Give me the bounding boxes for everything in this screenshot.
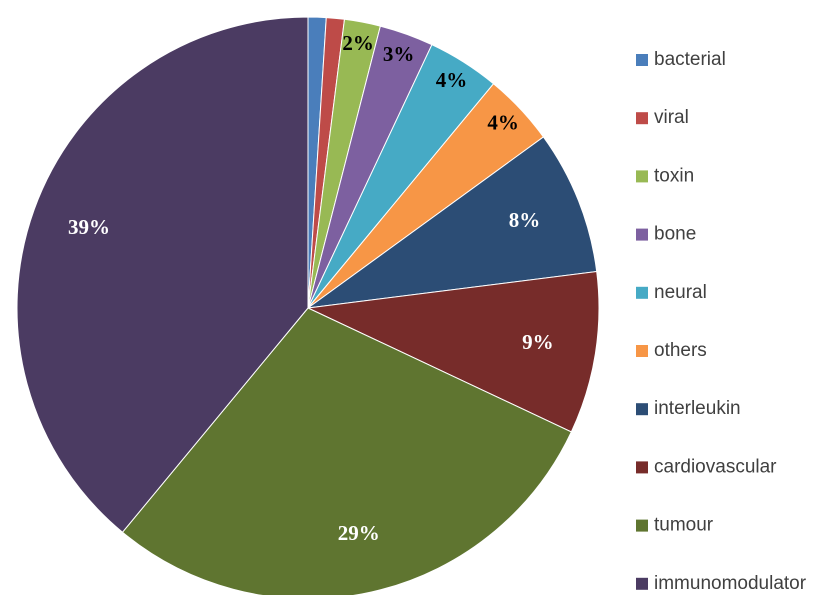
data-label: 29% bbox=[338, 521, 380, 545]
legend-label: cardiovascular bbox=[654, 456, 777, 477]
data-label: 8% bbox=[509, 208, 541, 232]
legend-swatch bbox=[636, 228, 648, 241]
pie-slice bbox=[16, 16, 309, 533]
data-label: 39% bbox=[68, 215, 110, 239]
legend-swatch bbox=[636, 519, 648, 532]
legend-swatch bbox=[636, 403, 648, 416]
pie-slice bbox=[306, 270, 600, 433]
data-label: 3% bbox=[383, 42, 415, 66]
data-label: 9% bbox=[522, 330, 554, 354]
pie-slice bbox=[121, 307, 572, 595]
data-label: 4% bbox=[487, 111, 519, 135]
legend-label: interleukin bbox=[654, 398, 741, 419]
legend-label: neural bbox=[654, 282, 707, 303]
pie-slice bbox=[307, 136, 598, 309]
legend-label: viral bbox=[654, 107, 689, 128]
legend-label: toxin bbox=[654, 165, 694, 186]
legend-swatch bbox=[636, 54, 648, 66]
legend-label: others bbox=[654, 340, 707, 361]
legend-swatch bbox=[636, 112, 648, 125]
legend-label: tumour bbox=[654, 515, 714, 536]
legend-swatch bbox=[636, 286, 648, 299]
legend-swatch bbox=[636, 345, 648, 357]
legend-swatch bbox=[636, 461, 648, 474]
legend-swatch bbox=[636, 577, 648, 590]
legend-label: bacterial bbox=[654, 49, 726, 70]
legend-label: bone bbox=[654, 224, 696, 245]
data-label: 4% bbox=[436, 68, 468, 92]
data-label: 2% bbox=[342, 31, 374, 55]
legend-swatch bbox=[636, 170, 648, 183]
legend-label: immunomodulator bbox=[654, 573, 807, 594]
